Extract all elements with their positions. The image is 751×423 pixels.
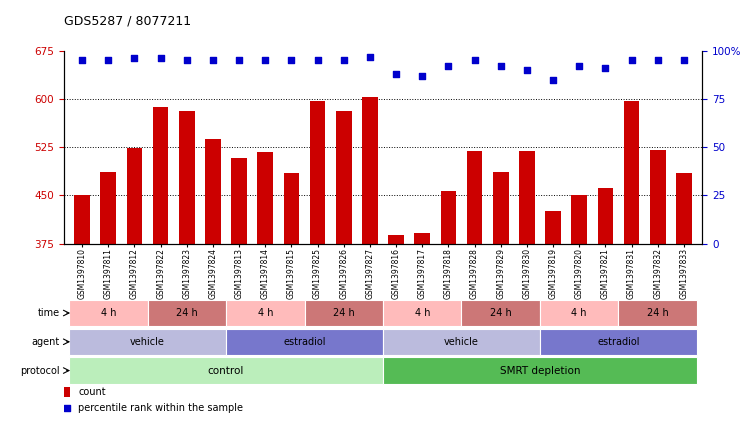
- Bar: [152, 107, 168, 423]
- Bar: [519, 151, 535, 423]
- Text: estradiol: estradiol: [283, 337, 326, 347]
- Bar: [362, 97, 378, 423]
- Point: [521, 67, 533, 74]
- Bar: [304, 300, 383, 326]
- Point: [599, 65, 611, 71]
- Point: [573, 63, 585, 69]
- Text: 4 h: 4 h: [572, 308, 587, 318]
- Bar: [147, 300, 226, 326]
- Point: [469, 57, 481, 64]
- Bar: [598, 188, 614, 423]
- Bar: [127, 148, 143, 423]
- Point: [233, 57, 245, 64]
- Point: [678, 57, 690, 64]
- Text: control: control: [208, 365, 244, 376]
- Bar: [623, 101, 639, 423]
- Text: 24 h: 24 h: [333, 308, 354, 318]
- Point: [181, 57, 193, 64]
- Text: estradiol: estradiol: [597, 337, 640, 347]
- Bar: [462, 300, 540, 326]
- Bar: [540, 329, 697, 355]
- Text: 4 h: 4 h: [258, 308, 273, 318]
- Bar: [205, 139, 221, 423]
- Point: [128, 55, 140, 62]
- Point: [390, 71, 402, 77]
- Bar: [572, 195, 587, 423]
- Bar: [231, 158, 247, 423]
- Bar: [69, 329, 226, 355]
- Bar: [309, 101, 325, 423]
- Bar: [388, 235, 404, 423]
- Point: [416, 72, 428, 79]
- Point: [312, 57, 324, 64]
- Point: [652, 57, 664, 64]
- Bar: [383, 300, 462, 326]
- Point: [626, 57, 638, 64]
- Text: 4 h: 4 h: [415, 308, 430, 318]
- Text: 24 h: 24 h: [176, 308, 198, 318]
- Text: 24 h: 24 h: [647, 308, 668, 318]
- Bar: [258, 152, 273, 423]
- Text: vehicle: vehicle: [130, 337, 165, 347]
- Text: 4 h: 4 h: [101, 308, 116, 318]
- Bar: [676, 173, 692, 423]
- Text: agent: agent: [32, 337, 60, 347]
- Point: [61, 405, 73, 412]
- Point: [155, 55, 167, 62]
- Point: [102, 57, 114, 64]
- Bar: [69, 357, 383, 384]
- Bar: [336, 110, 351, 423]
- Bar: [415, 233, 430, 423]
- Bar: [226, 300, 304, 326]
- Bar: [466, 151, 482, 423]
- Bar: [179, 110, 195, 423]
- Point: [495, 63, 507, 69]
- Point: [259, 57, 271, 64]
- Text: GDS5287 / 8077211: GDS5287 / 8077211: [64, 14, 191, 27]
- Bar: [619, 300, 697, 326]
- Bar: [64, 387, 71, 397]
- Bar: [540, 300, 619, 326]
- Point: [442, 63, 454, 69]
- Bar: [226, 329, 383, 355]
- Text: percentile rank within the sample: percentile rank within the sample: [78, 403, 243, 413]
- Text: 24 h: 24 h: [490, 308, 511, 318]
- Bar: [545, 212, 561, 423]
- Bar: [383, 329, 540, 355]
- Text: SMRT depletion: SMRT depletion: [499, 365, 581, 376]
- Text: count: count: [78, 387, 106, 397]
- Point: [76, 57, 88, 64]
- Bar: [493, 172, 508, 423]
- Point: [547, 76, 559, 83]
- Point: [364, 53, 376, 60]
- Bar: [74, 195, 90, 423]
- Text: time: time: [38, 308, 60, 318]
- Bar: [101, 172, 116, 423]
- Bar: [284, 173, 300, 423]
- Point: [338, 57, 350, 64]
- Bar: [650, 150, 665, 423]
- Bar: [383, 357, 697, 384]
- Text: protocol: protocol: [20, 365, 60, 376]
- Text: vehicle: vehicle: [444, 337, 479, 347]
- Bar: [69, 300, 147, 326]
- Point: [207, 57, 219, 64]
- Point: [285, 57, 297, 64]
- Bar: [441, 191, 457, 423]
